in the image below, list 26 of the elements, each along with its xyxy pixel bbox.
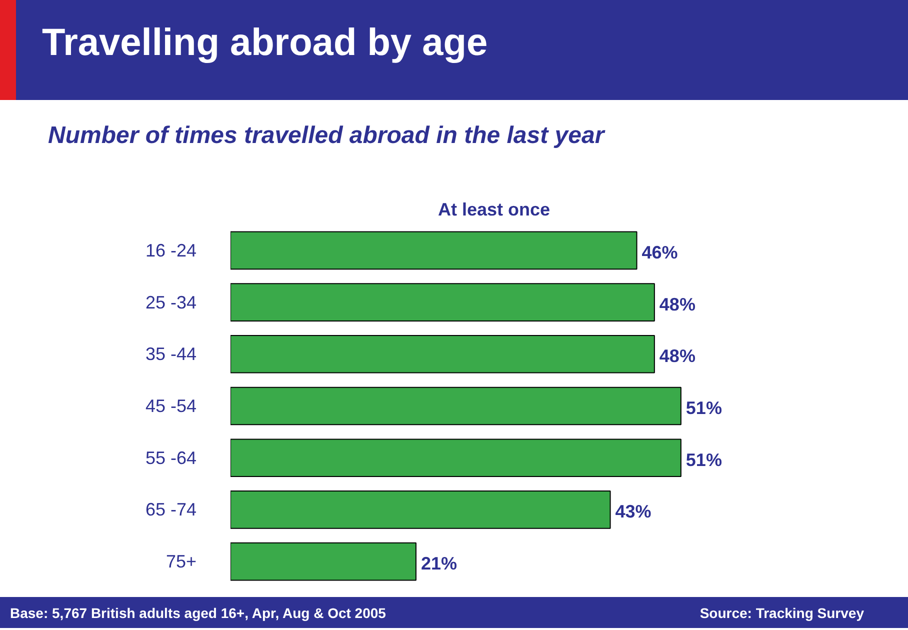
y-tick-label: 75+ [166,552,197,572]
bar [230,231,638,270]
text: Base: 5,767 British adults aged 16+, Apr, Aug & Oct 2005 [10,604,386,620]
x-axis-title: At least once [438,200,550,220]
y-tick-label: 35 -44 [145,344,197,364]
data-label: 48% [659,294,696,314]
bar [230,542,416,581]
data-label: 46% [642,242,678,262]
bar [230,334,655,374]
source-note: Source: Tracking Survey [700,604,864,620]
data-label: 51% [686,450,722,470]
data-label: 48% [659,346,696,366]
y-tick-label: 55 -64 [145,448,197,468]
y-tick-label: 25 -34 [145,292,197,312]
chart-title: Travelling abroad by age [42,22,488,65]
data-label: 43% [615,502,652,522]
data-label: 21% [420,554,457,574]
bar [230,283,655,322]
data-label: 51% [686,398,722,418]
y-tick-label: 16 -24 [145,240,197,260]
bar [230,490,611,529]
y-tick-label: 65 -74 [145,500,197,520]
chart-subtitle: Number of times travelled abroad in the last year [47,121,604,150]
bar [230,386,682,426]
y-tick-label: 45 -54 [145,396,197,416]
bar [230,438,682,478]
